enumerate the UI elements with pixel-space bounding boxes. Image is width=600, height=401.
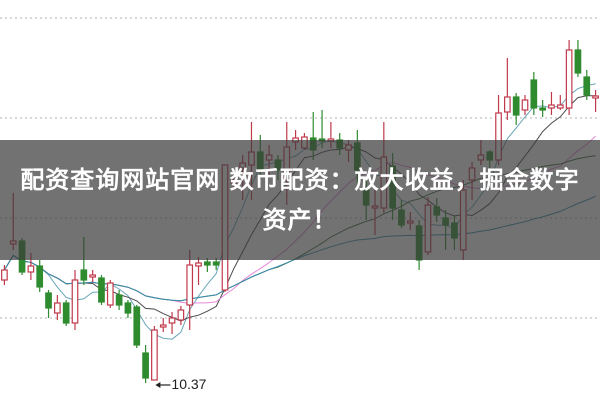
candle-up [186, 264, 194, 306]
candle-down [62, 302, 70, 324]
candle-up [168, 317, 176, 324]
candle-down [36, 265, 44, 288]
candle-up [151, 329, 158, 381]
candle-down [212, 261, 220, 266]
candle-up [195, 262, 202, 267]
candle-down [80, 269, 88, 281]
candle-up [54, 302, 61, 314]
candle-down [530, 79, 538, 109]
candle-up [592, 95, 599, 99]
candle-down [574, 49, 582, 74]
candle-down [583, 76, 591, 96]
candle-down [133, 306, 141, 346]
candle-up [89, 274, 96, 278]
candle-up [548, 104, 555, 109]
candle-down [115, 294, 123, 306]
low-price-label: 10.37 [171, 376, 207, 392]
candle-down [539, 107, 546, 111]
candle-up [565, 49, 573, 109]
title-banner: 配资查询网站官网 数币配资：放大收益，掘金数字资产！ [0, 140, 600, 260]
candle-up [106, 282, 114, 306]
candle-up [177, 309, 185, 321]
candle-down [45, 292, 52, 309]
candle-up [71, 279, 79, 324]
candle-up [27, 265, 35, 273]
candle-up [1, 269, 8, 281]
candle-up [504, 96, 511, 113]
candle-up [159, 324, 167, 328]
banner-title: 配资查询网站官网 数币配资：放大收益，掘金数字资产！ [20, 166, 580, 234]
candle-down [98, 277, 105, 303]
candle-down [142, 352, 149, 379]
candle-down [512, 96, 520, 116]
candle-down [204, 261, 211, 266]
low-arrow-head [155, 382, 161, 388]
candle-up [521, 99, 529, 111]
candle-up [556, 104, 564, 109]
candle-down [124, 302, 132, 314]
